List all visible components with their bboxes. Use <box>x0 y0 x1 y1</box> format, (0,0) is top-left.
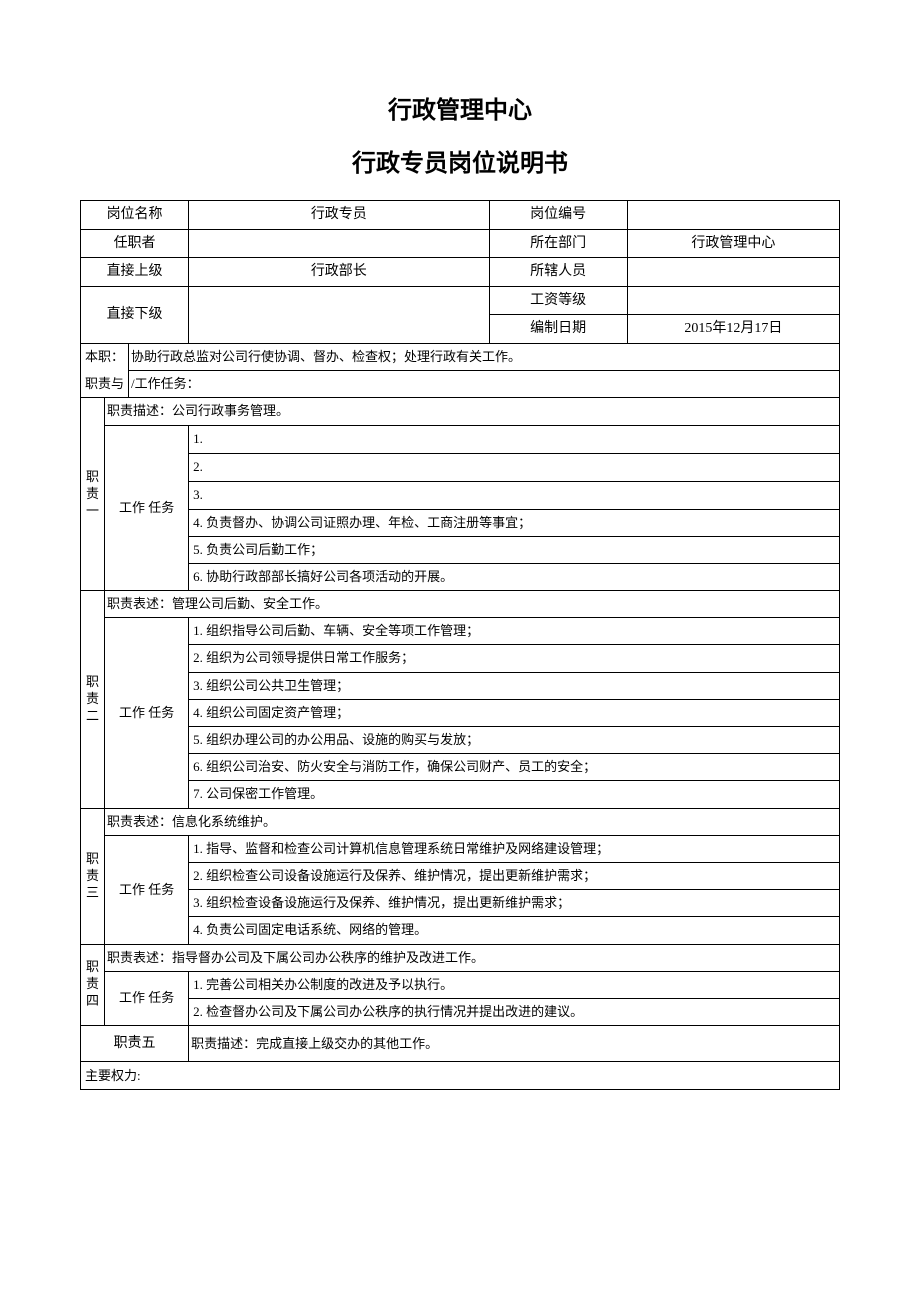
d2-i3: 4. 组织公司固定资产管理； <box>189 699 840 726</box>
position-label: 岗位名称 <box>81 201 189 230</box>
holder-label: 任职者 <box>81 229 189 258</box>
d1-vlabel: 职责一 <box>81 398 105 591</box>
dept-label: 所在部门 <box>489 229 627 258</box>
d4-desc: 职责表述：指导督办公司及下属公司办公秩序的维护及改进工作。 <box>105 944 840 971</box>
row-position: 岗位名称 行政专员 岗位编号 <box>81 201 840 230</box>
d3-i2: 3. 组织检查设备设施运行及保养、维护情况，提出更新维护需求； <box>189 890 840 917</box>
position-value: 行政专员 <box>189 201 489 230</box>
row-main-duty: 本职： 协助行政总监对公司行使协调、督办、检查权；处理行政有关工作。 <box>81 343 840 370</box>
d2-item-7: 7. 公司保密工作管理。 <box>81 781 840 808</box>
superior-value: 行政部长 <box>189 258 489 287</box>
d2-item-6: 6. 组织公司治安、防火安全与消防工作，确保公司财产、员工的安全； <box>81 754 840 781</box>
title-2: 行政专员岗位说明书 <box>80 143 840 178</box>
d4-i0: 1. 完善公司相关办公制度的改进及予以执行。 <box>189 971 840 998</box>
staff-value <box>627 258 839 287</box>
d2-i5: 6. 组织公司治安、防火安全与消防工作，确保公司财产、员工的安全； <box>189 754 840 781</box>
row-holder: 任职者 所在部门 行政管理中心 <box>81 229 840 258</box>
d5-desc: 职责描述：完成直接上级交办的其他工作。 <box>189 1026 840 1062</box>
dept-value: 行政管理中心 <box>627 229 839 258</box>
d1-item-2: 2. <box>81 453 840 481</box>
d2-item-2: 2. 组织为公司领导提供日常工作服务； <box>81 645 840 672</box>
d3-i3: 4. 负责公司固定电话系统、网络的管理。 <box>189 917 840 944</box>
d3-item-3: 3. 组织检查设备设施运行及保养、维护情况，提出更新维护需求； <box>81 890 840 917</box>
d2-i2: 3. 组织公司公共卫生管理； <box>189 672 840 699</box>
d2-task-label: 工作 任务 <box>105 618 189 808</box>
powers-label: 主要权力: <box>81 1062 840 1090</box>
d2-i1: 2. 组织为公司领导提供日常工作服务； <box>189 645 840 672</box>
d1-item-3: 3. <box>81 481 840 509</box>
row-subordinate-1: 直接下级 工资等级 <box>81 286 840 315</box>
d5-vlabel: 职责五 <box>81 1026 189 1062</box>
d2-item-3: 3. 组织公司公共卫生管理； <box>81 672 840 699</box>
d1-i5: 6. 协助行政部部长搞好公司各项活动的开展。 <box>189 563 840 590</box>
position-no-label: 岗位编号 <box>489 201 627 230</box>
d3-i0: 1. 指导、监督和检查公司计算机信息管理系统日常维护及网络建设管理； <box>189 835 840 862</box>
d4-i1: 2. 检查督办公司及下属公司办公秩序的执行情况并提出改进的建议。 <box>189 998 840 1025</box>
d3-vlabel: 职责三 <box>81 808 105 944</box>
d1-item-6: 6. 协助行政部部长搞好公司各项活动的开展。 <box>81 563 840 590</box>
d3-desc: 职责表述：信息化系统维护。 <box>105 808 840 835</box>
tasks-prefix: /工作任务： <box>129 371 840 398</box>
d5-row: 职责五 职责描述：完成直接上级交办的其他工作。 <box>81 1026 840 1062</box>
d1-i0: 1. <box>189 425 840 453</box>
d3-i1: 2. 组织检查公司设备设施运行及保养、维护情况，提出更新维护需求； <box>189 862 840 889</box>
superior-label: 直接上级 <box>81 258 189 287</box>
d3-item-1: 工作 任务 1. 指导、监督和检查公司计算机信息管理系统日常维护及网络建设管理； <box>81 835 840 862</box>
duties-label: 职责与 <box>81 371 129 398</box>
d4-item-1: 工作 任务 1. 完善公司相关办公制度的改进及予以执行。 <box>81 971 840 998</box>
date-value: 2015年12月17日 <box>627 315 839 344</box>
d2-item-1: 工作 任务 1. 组织指导公司后勤、车辆、安全等项工作管理； <box>81 618 840 645</box>
subordinate-label: 直接下级 <box>81 286 189 343</box>
staff-label: 所辖人员 <box>489 258 627 287</box>
d4-vlabel: 职责四 <box>81 944 105 1026</box>
document-page: 行政管理中心 行政专员岗位说明书 岗位名称 行政专员 岗位编号 任职者 所在部门… <box>0 0 920 1302</box>
d2-desc: 职责表述：管理公司后勤、安全工作。 <box>105 591 840 618</box>
salary-value <box>627 286 839 315</box>
d1-i1: 2. <box>189 453 840 481</box>
d4-item-2: 2. 检查督办公司及下属公司办公秩序的执行情况并提出改进的建议。 <box>81 998 840 1025</box>
d2-i0: 1. 组织指导公司后勤、车辆、安全等项工作管理； <box>189 618 840 645</box>
spec-table: 岗位名称 行政专员 岗位编号 任职者 所在部门 行政管理中心 直接上级 行政部长… <box>80 200 840 1090</box>
d2-i6: 7. 公司保密工作管理。 <box>189 781 840 808</box>
holder-value <box>189 229 489 258</box>
main-duty-text: 协助行政总监对公司行使协调、督办、检查权；处理行政有关工作。 <box>129 343 840 370</box>
d3-item-4: 4. 负责公司固定电话系统、网络的管理。 <box>81 917 840 944</box>
d1-item-4: 4. 负责督办、协调公司证照办理、年检、工商注册等事宜； <box>81 509 840 536</box>
d2-desc-row: 职责二 职责表述：管理公司后勤、安全工作。 <box>81 591 840 618</box>
d3-desc-row: 职责三 职责表述：信息化系统维护。 <box>81 808 840 835</box>
d3-task-label: 工作 任务 <box>105 835 189 944</box>
date-label: 编制日期 <box>489 315 627 344</box>
salary-label: 工资等级 <box>489 286 627 315</box>
d4-task-label: 工作 任务 <box>105 971 189 1025</box>
d4-desc-row: 职责四 职责表述：指导督办公司及下属公司办公秩序的维护及改进工作。 <box>81 944 840 971</box>
main-duty-label: 本职： <box>81 343 129 370</box>
d1-desc-row: 职责一 职责描述：公司行政事务管理。 <box>81 398 840 425</box>
d1-item-1: 工作 任务 1. <box>81 425 840 453</box>
d2-vlabel: 职责二 <box>81 591 105 809</box>
subordinate-value <box>189 286 489 343</box>
d2-i4: 5. 组织办理公司的办公用品、设施的购买与发放； <box>189 727 840 754</box>
row-duties-header: 职责与 /工作任务： <box>81 371 840 398</box>
d2-item-4: 4. 组织公司固定资产管理； <box>81 699 840 726</box>
d3-item-2: 2. 组织检查公司设备设施运行及保养、维护情况，提出更新维护需求； <box>81 862 840 889</box>
d1-task-label: 工作 任务 <box>105 425 189 591</box>
position-no-value <box>627 201 839 230</box>
d1-i3: 4. 负责督办、协调公司证照办理、年检、工商注册等事宜； <box>189 509 840 536</box>
title-1: 行政管理中心 <box>80 90 840 125</box>
row-superior: 直接上级 行政部长 所辖人员 <box>81 258 840 287</box>
powers-row: 主要权力: <box>81 1062 840 1090</box>
d1-item-5: 5. 负责公司后勤工作； <box>81 536 840 563</box>
d1-i2: 3. <box>189 481 840 509</box>
d2-item-5: 5. 组织办理公司的办公用品、设施的购买与发放； <box>81 727 840 754</box>
d1-i4: 5. 负责公司后勤工作； <box>189 536 840 563</box>
d1-desc: 职责描述：公司行政事务管理。 <box>105 398 840 425</box>
